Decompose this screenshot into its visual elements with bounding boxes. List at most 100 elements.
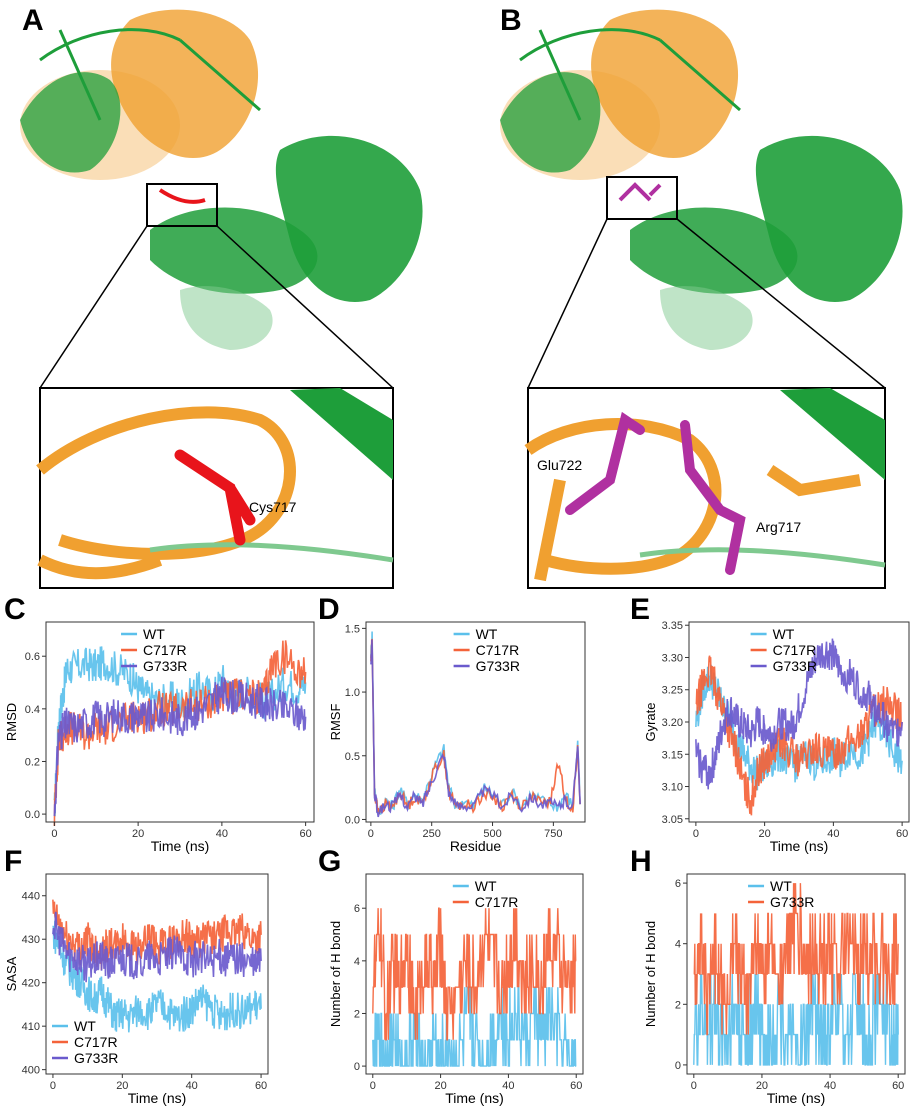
x-tick-label: 20 xyxy=(759,828,771,840)
legend-label: C717R xyxy=(476,642,520,658)
legend-label: C717R xyxy=(143,642,187,658)
x-tick-label: 20 xyxy=(434,1080,446,1092)
series-line-wt xyxy=(370,631,581,816)
plot-frame xyxy=(688,621,910,823)
x-tick-label: 40 xyxy=(824,1080,836,1092)
x-tick-label: 500 xyxy=(483,828,501,840)
series-line-c717r xyxy=(370,638,581,816)
y-axis-label: Gyrate xyxy=(643,702,658,741)
x-tick-label: 0 xyxy=(693,828,699,840)
structure-a-overview xyxy=(20,9,423,350)
panel-label-c: C xyxy=(4,593,26,626)
x-axis-label: Time (ns) xyxy=(767,1090,826,1106)
series-line-wt xyxy=(693,973,899,1066)
y-tick-label: 0.4 xyxy=(25,704,40,716)
x-tick-label: 40 xyxy=(827,828,839,840)
y-tick-label: 0.2 xyxy=(25,756,40,768)
legend-label: G733R xyxy=(773,658,817,674)
x-tick-label: 40 xyxy=(216,828,228,840)
panel-label-d: D xyxy=(318,593,340,626)
x-tick-label: 0 xyxy=(691,1080,697,1092)
y-tick-label: 440 xyxy=(22,891,40,903)
x-tick-label: 40 xyxy=(186,1080,198,1092)
x-axis-label: Residue xyxy=(450,838,502,854)
series-line-c717r xyxy=(695,655,903,816)
x-tick-label: 750 xyxy=(544,828,562,840)
y-tick-label: 3.05 xyxy=(662,814,683,826)
x-tick-label: 0 xyxy=(368,828,374,840)
y-tick-label: 3.20 xyxy=(662,717,683,729)
series-line-wt xyxy=(695,664,903,791)
zoom-inset-a: Cys717 xyxy=(36,387,394,589)
plot-frame xyxy=(686,873,906,1075)
series-line-wt xyxy=(372,986,577,1067)
legend-label: WT xyxy=(475,878,497,894)
y-tick-label: 0 xyxy=(675,1060,681,1072)
legend-label: C717R xyxy=(74,1034,118,1050)
x-tick-label: 20 xyxy=(116,1080,128,1092)
legend-label: G733R xyxy=(74,1050,118,1066)
y-tick-label: 2 xyxy=(354,1008,360,1020)
y-tick-label: 0 xyxy=(354,1061,360,1073)
plot-frame xyxy=(45,621,315,823)
plot-frame xyxy=(365,873,584,1075)
y-tick-label: 3.35 xyxy=(662,620,683,632)
legend-label: G733R xyxy=(476,658,520,674)
x-axis-label: Time (ns) xyxy=(128,1090,187,1106)
y-tick-label: 4 xyxy=(675,939,681,951)
panel-label-h: H xyxy=(630,845,652,878)
series-line-g733r xyxy=(695,638,903,790)
y-tick-label: 3.30 xyxy=(662,652,683,664)
y-tick-label: 410 xyxy=(22,1021,40,1033)
y-tick-label: 6 xyxy=(354,903,360,915)
y-tick-label: 0.0 xyxy=(345,814,360,826)
protein-structure-a: Cys717 xyxy=(20,9,423,589)
y-axis-label: Number of H bond xyxy=(328,921,343,1027)
x-tick-label: 60 xyxy=(896,828,908,840)
y-tick-label: 420 xyxy=(22,978,40,990)
series-line-c717r xyxy=(372,907,577,1041)
x-tick-label: 20 xyxy=(756,1080,768,1092)
panel-label-a: A xyxy=(22,4,44,37)
plot-frame xyxy=(45,873,269,1075)
legend-label: G733R xyxy=(770,894,814,910)
y-axis-label: RMSF xyxy=(328,704,343,741)
x-tick-label: 40 xyxy=(502,1080,514,1092)
y-axis-label: SASA xyxy=(4,956,19,991)
legend-label: WT xyxy=(74,1018,96,1034)
y-tick-label: 1.5 xyxy=(345,623,360,635)
series-line-wt xyxy=(53,646,307,817)
y-tick-label: 0.6 xyxy=(25,651,40,663)
y-tick-label: 3.25 xyxy=(662,685,683,697)
panel-label-e: E xyxy=(630,593,651,626)
x-tick-label: 0 xyxy=(370,1080,376,1092)
legend-label: C717R xyxy=(475,894,519,910)
series-line-g733r xyxy=(370,639,581,818)
y-tick-label: 0.5 xyxy=(345,751,360,763)
y-tick-label: 400 xyxy=(22,1065,40,1077)
x-axis-label: Time (ns) xyxy=(151,838,210,854)
y-axis-label: Number of H bond xyxy=(643,921,658,1027)
series-line-wt xyxy=(52,920,262,1033)
series-line-c717r xyxy=(52,899,262,970)
x-tick-label: 60 xyxy=(255,1080,267,1092)
panel-label-g: G xyxy=(318,845,342,878)
legend-label: WT xyxy=(773,626,795,642)
panel-label-f: F xyxy=(4,845,23,878)
y-tick-label: 0.0 xyxy=(25,809,40,821)
y-tick-label: 1.0 xyxy=(345,687,360,699)
x-tick-label: 0 xyxy=(51,828,57,840)
x-axis-label: Time (ns) xyxy=(445,1090,504,1106)
x-tick-label: 20 xyxy=(132,828,144,840)
x-tick-label: 0 xyxy=(50,1080,56,1092)
x-tick-label: 60 xyxy=(892,1080,904,1092)
x-tick-label: 60 xyxy=(300,828,312,840)
x-axis-label: Time (ns) xyxy=(770,838,829,854)
series-line-g733r xyxy=(693,883,899,1036)
series-line-g733r xyxy=(53,676,307,817)
y-tick-label: 430 xyxy=(22,934,40,946)
residue-label-cys717: Cys717 xyxy=(249,499,297,515)
panel-label-b: B xyxy=(500,4,522,37)
x-tick-label: 60 xyxy=(570,1080,582,1092)
y-axis-label: RMSD xyxy=(4,703,19,741)
